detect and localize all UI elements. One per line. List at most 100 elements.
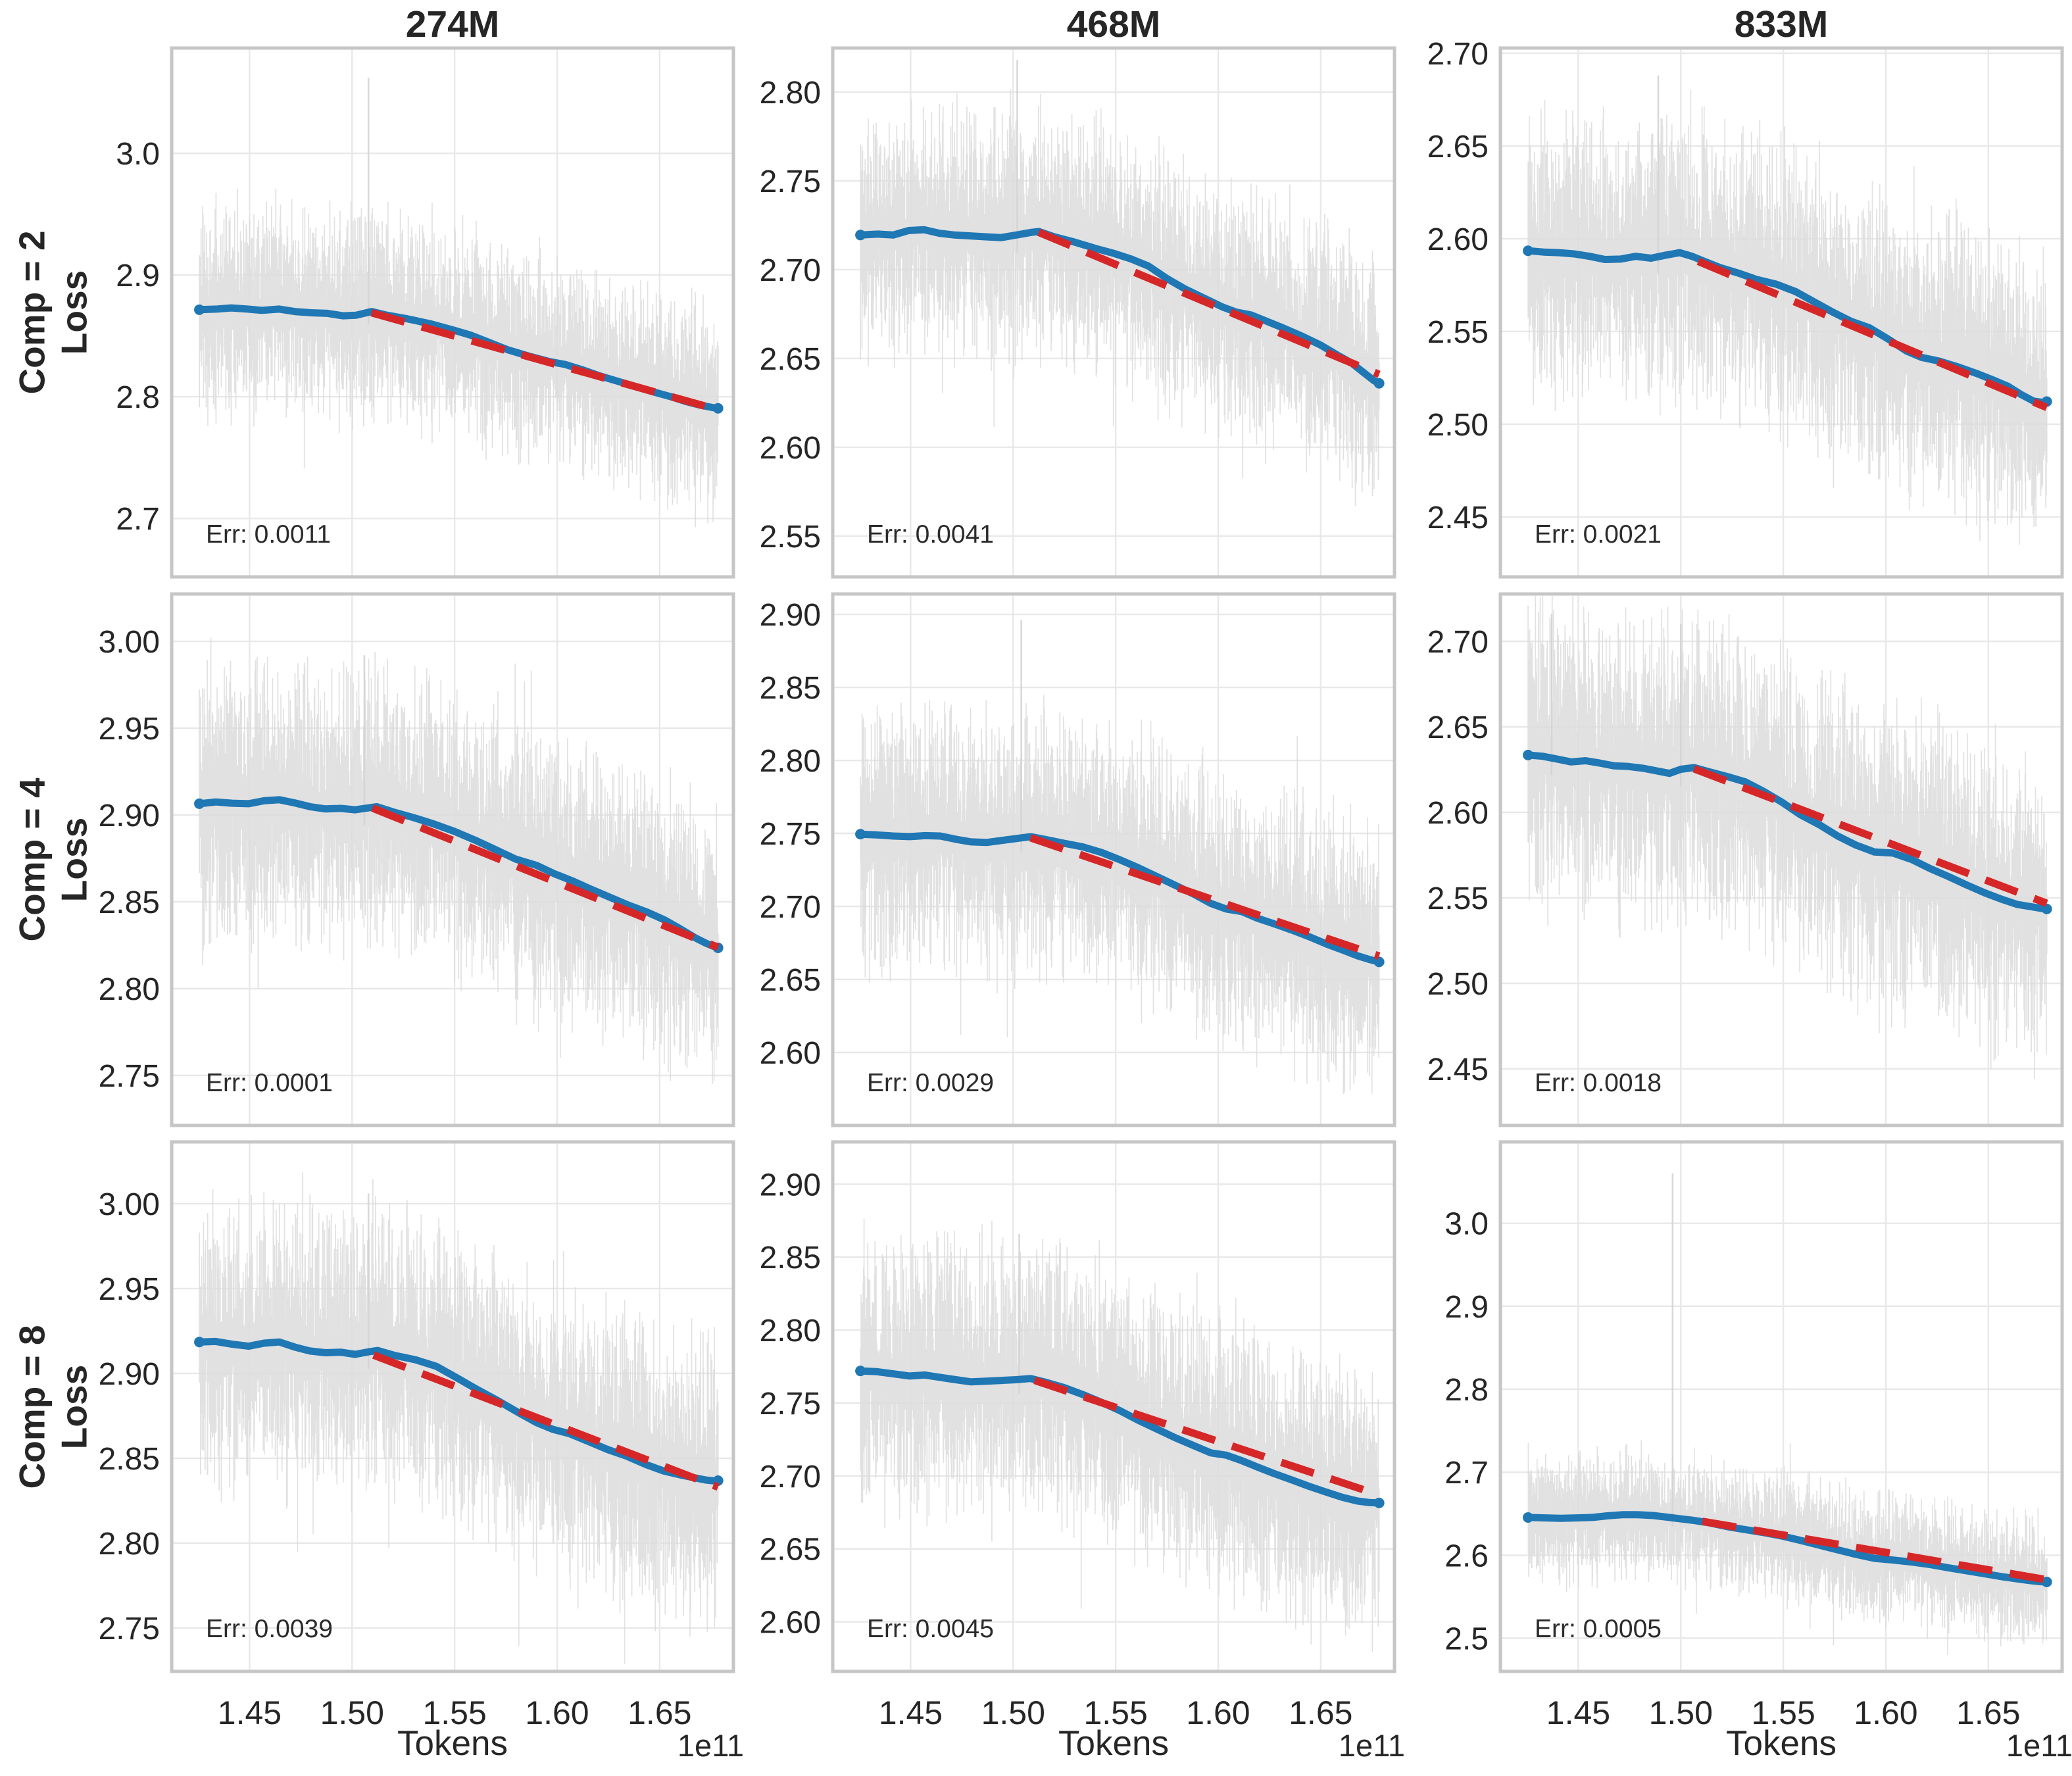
svg-text:2.55: 2.55 [760, 520, 821, 555]
svg-text:2.8: 2.8 [1444, 1373, 1489, 1408]
svg-text:2.70: 2.70 [760, 1460, 821, 1494]
svg-text:2.45: 2.45 [1427, 501, 1489, 535]
svg-text:2.85: 2.85 [99, 885, 160, 920]
svg-text:2.95: 2.95 [99, 712, 160, 747]
svg-text:2.55: 2.55 [1427, 881, 1489, 916]
svg-text:2.70: 2.70 [1427, 37, 1489, 72]
svg-text:2.60: 2.60 [1427, 222, 1489, 257]
svg-text:1.60: 1.60 [1186, 1694, 1250, 1731]
svg-text:2.90: 2.90 [99, 799, 160, 833]
svg-text:2.65: 2.65 [760, 963, 821, 998]
x-axis-offset-label: 1e11 [1338, 1728, 1405, 1763]
x-axis-offset-label: 1e11 [677, 1728, 744, 1763]
svg-text:3.00: 3.00 [99, 1187, 160, 1222]
svg-text:Err: 0.0018: Err: 0.0018 [1535, 1069, 1662, 1097]
svg-text:2.80: 2.80 [760, 76, 821, 111]
row-label-line-comp: Comp = 8 [12, 1324, 53, 1489]
svg-text:3.0: 3.0 [116, 137, 160, 172]
svg-text:2.45: 2.45 [1427, 1052, 1489, 1087]
svg-text:2.75: 2.75 [760, 1387, 821, 1421]
svg-text:2.75: 2.75 [99, 1612, 160, 1646]
svg-text:2.60: 2.60 [760, 1606, 821, 1640]
svg-text:1.60: 1.60 [525, 1694, 589, 1731]
subplot-comp8-274M: 2.75 2.80 2.85 2.90 2.95 3.00 1.45 1.50 1.55 1.60… [99, 1140, 735, 1731]
subplot-comp8-833M: 2.5 2.6 2.7 2.8 2.9 3.0 1.45 1.50 1.55 1.60 1.65 Er… [1444, 1140, 2064, 1731]
row-label-line-comp: Comp = 2 [12, 230, 53, 395]
x-axis-label: Tokens [1726, 1724, 1837, 1763]
svg-text:2.7: 2.7 [116, 502, 160, 537]
svg-text:2.85: 2.85 [760, 1241, 821, 1275]
svg-text:2.75: 2.75 [99, 1059, 160, 1094]
svg-text:1.45: 1.45 [218, 1694, 282, 1731]
svg-text:2.70: 2.70 [1427, 625, 1489, 660]
svg-text:2.75: 2.75 [760, 817, 821, 852]
svg-text:2.9: 2.9 [116, 259, 160, 293]
svg-text:2.80: 2.80 [99, 972, 160, 1007]
column-title-833M: 833M [1734, 3, 1829, 45]
svg-text:Err: 0.0001: Err: 0.0001 [206, 1069, 333, 1097]
svg-text:2.85: 2.85 [760, 671, 821, 706]
column-title-468M: 468M [1066, 3, 1161, 45]
svg-text:2.65: 2.65 [760, 1533, 821, 1567]
x-axis-offset-label: 1e11 [2006, 1728, 2072, 1763]
svg-text:2.9: 2.9 [1444, 1290, 1489, 1325]
svg-text:2.55: 2.55 [1427, 315, 1489, 350]
svg-text:2.60: 2.60 [760, 431, 821, 466]
subplot-comp2-833M: 2.45 2.50 2.55 2.60 2.65 2.70 Err: 0.0021 [1427, 37, 2064, 579]
svg-text:2.5: 2.5 [1444, 1622, 1489, 1657]
subplot-comp4-833M: 2.45 2.50 2.55 2.60 2.65 2.70 Err: 0.0018 [1427, 592, 2064, 1127]
svg-text:Err: 0.0045: Err: 0.0045 [867, 1615, 994, 1643]
svg-text:2.65: 2.65 [1427, 130, 1489, 164]
subplot-comp8-468M: 2.60 2.65 2.70 2.75 2.80 2.85 2.90 1.45 1.50 1.55… [760, 1140, 1396, 1731]
svg-text:2.60: 2.60 [760, 1036, 821, 1071]
svg-text:Err: 0.0039: Err: 0.0039 [206, 1615, 333, 1643]
svg-text:1.65: 1.65 [1956, 1694, 2020, 1731]
svg-text:1.50: 1.50 [320, 1694, 384, 1731]
column-title-274M: 274M [405, 3, 500, 45]
svg-text:2.65: 2.65 [1427, 710, 1489, 745]
row-label-line-comp: Comp = 4 [12, 777, 53, 942]
svg-text:2.60: 2.60 [1427, 796, 1489, 831]
svg-text:2.90: 2.90 [760, 1168, 821, 1202]
svg-text:1.55: 1.55 [1751, 1694, 1815, 1731]
svg-text:2.80: 2.80 [760, 744, 821, 779]
svg-text:Err: 0.0021: Err: 0.0021 [1535, 520, 1662, 549]
svg-text:2.80: 2.80 [99, 1527, 160, 1562]
svg-text:1.50: 1.50 [1649, 1694, 1713, 1731]
svg-text:2.90: 2.90 [760, 598, 821, 633]
subplot-comp2-274M: 2.7 2.8 2.9 3.0 Err: 0.0011 [116, 46, 735, 579]
svg-text:2.7: 2.7 [1444, 1456, 1489, 1491]
svg-text:1.50: 1.50 [981, 1694, 1045, 1731]
svg-text:Err: 0.0029: Err: 0.0029 [867, 1069, 994, 1097]
svg-text:1.65: 1.65 [1289, 1694, 1352, 1731]
svg-text:2.8: 2.8 [116, 380, 160, 415]
svg-text:2.90: 2.90 [99, 1357, 160, 1392]
svg-text:2.85: 2.85 [99, 1442, 160, 1477]
svg-text:2.70: 2.70 [760, 253, 821, 288]
svg-text:1.60: 1.60 [1854, 1694, 1917, 1731]
svg-text:2.6: 2.6 [1444, 1539, 1489, 1573]
svg-text:2.95: 2.95 [99, 1272, 160, 1307]
x-axis-label: Tokens [1058, 1724, 1169, 1763]
subplot-comp4-274M: 2.75 2.80 2.85 2.90 2.95 3.00 Err: 0.0001 [99, 592, 735, 1127]
svg-text:2.80: 2.80 [760, 1314, 821, 1348]
svg-text:1.45: 1.45 [879, 1694, 943, 1731]
x-axis-label: Tokens [397, 1724, 508, 1763]
svg-text:2.70: 2.70 [760, 890, 821, 925]
svg-text:2.50: 2.50 [1427, 967, 1489, 1002]
subplot-comp4-468M: 2.60 2.65 2.70 2.75 2.80 2.85 2.90 Err: 0.0029 [760, 592, 1396, 1127]
svg-text:1.65: 1.65 [628, 1694, 691, 1731]
subplot-comp2-468M: 2.55 2.60 2.65 2.70 2.75 2.80 Err: 0.0041 [760, 46, 1396, 579]
svg-text:3.00: 3.00 [99, 625, 160, 660]
svg-text:Err: 0.0041: Err: 0.0041 [867, 520, 994, 549]
svg-text:1.55: 1.55 [422, 1694, 486, 1731]
svg-text:2.75: 2.75 [760, 164, 821, 199]
svg-text:Err: 0.0005: Err: 0.0005 [1535, 1615, 1662, 1643]
svg-text:2.65: 2.65 [760, 342, 821, 377]
svg-text:1.45: 1.45 [1546, 1694, 1610, 1731]
svg-text:1.55: 1.55 [1083, 1694, 1147, 1731]
svg-text:2.50: 2.50 [1427, 408, 1489, 443]
svg-text:Err: 0.0011: Err: 0.0011 [206, 520, 331, 549]
svg-text:3.0: 3.0 [1444, 1207, 1489, 1242]
